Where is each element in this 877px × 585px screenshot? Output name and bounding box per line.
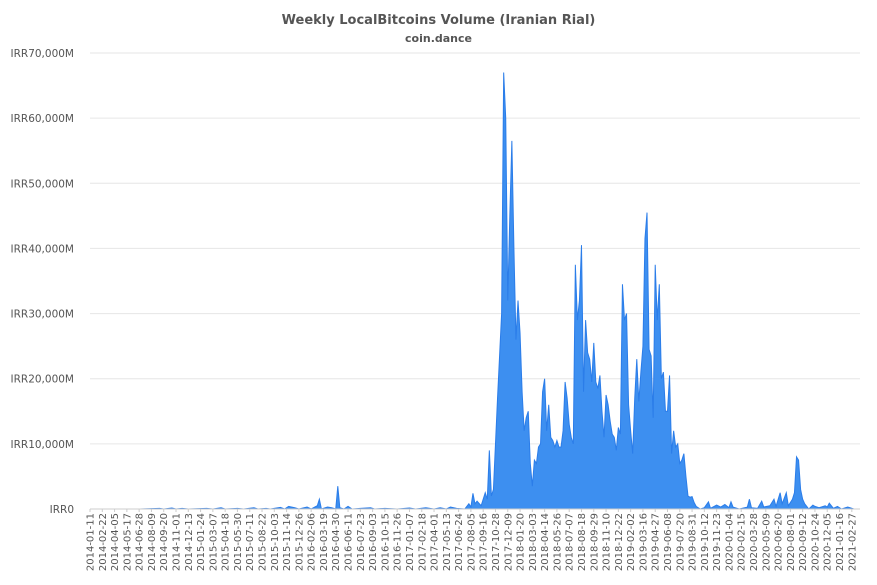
- x-tick-label: 2015-07-11: [245, 513, 256, 571]
- x-tick-label: 2018-03-03: [528, 513, 539, 571]
- y-tick-label: IRR70,000M: [11, 48, 75, 60]
- x-tick-label: 2015-08-22: [258, 513, 269, 571]
- x-tick-label: 2016-04-30: [331, 513, 342, 571]
- x-tick-label: 2015-10-03: [270, 513, 281, 571]
- x-tick-label: 2020-09-12: [798, 513, 809, 571]
- x-tick-label: 2018-07-07: [565, 513, 576, 571]
- x-tick-label: 2019-03-16: [638, 513, 649, 571]
- x-tick-label: 2018-05-26: [552, 513, 563, 571]
- x-tick-label: 2016-03-19: [319, 513, 330, 571]
- y-tick-label: IRR10,000M: [11, 439, 75, 451]
- x-tick-label: 2015-01-24: [196, 513, 207, 571]
- x-tick-label: 2016-02-06: [307, 513, 318, 571]
- x-tick-label: 2014-11-01: [172, 513, 183, 571]
- x-tick-label: 2020-06-20: [774, 513, 785, 571]
- x-tick-label: 2020-12-05: [823, 513, 834, 571]
- x-tick-label: 2014-09-20: [159, 513, 170, 571]
- x-tick-label: 2015-04-18: [221, 513, 232, 571]
- y-tick-label: IRR30,000M: [11, 309, 75, 321]
- x-tick-label: 2019-07-20: [675, 513, 686, 571]
- x-tick-label: 2014-06-28: [135, 513, 146, 571]
- x-tick-label: 2017-04-01: [430, 513, 441, 571]
- x-tick-label: 2021-01-16: [835, 513, 846, 571]
- x-tick-label: 2020-01-04: [724, 513, 735, 571]
- y-tick-label: IRR0: [50, 504, 74, 516]
- x-tick-label: 2019-10-12: [700, 513, 711, 571]
- x-tick-label: 2018-01-20: [516, 513, 527, 571]
- x-tick-label: 2020-05-09: [761, 513, 772, 571]
- x-tick-label: 2016-11-26: [393, 513, 404, 571]
- x-tick-label: 2017-08-05: [466, 513, 477, 571]
- x-tick-label: 2017-05-13: [442, 513, 453, 571]
- x-tick-label: 2018-09-29: [589, 513, 600, 571]
- x-tick-label: 2016-07-23: [356, 513, 367, 571]
- x-tick-label: 2017-09-16: [479, 513, 490, 571]
- x-tick-label: 2016-06-11: [344, 513, 355, 571]
- chart-subtitle: coin.dance: [405, 32, 472, 45]
- y-tick-label: IRR20,000M: [11, 374, 75, 386]
- x-tick-label: 2020-03-28: [749, 513, 760, 571]
- x-tick-label: 2019-11-23: [712, 513, 723, 571]
- x-tick-label: 2020-02-15: [737, 513, 748, 571]
- x-tick-label: 2014-05-17: [122, 513, 133, 571]
- chart-title: Weekly LocalBitcoins Volume (Iranian Ria…: [281, 13, 596, 28]
- y-tick-label: IRR40,000M: [11, 243, 75, 255]
- x-tick-label: 2018-04-14: [540, 513, 551, 571]
- x-tick-label: 2015-03-07: [208, 513, 219, 571]
- x-tick-label: 2014-08-09: [147, 513, 158, 571]
- x-tick-label: 2019-02-02: [626, 513, 637, 571]
- x-tick-label: 2014-01-11: [86, 513, 97, 571]
- x-tick-label: 2017-10-28: [491, 513, 502, 571]
- x-tick-label: 2018-08-18: [577, 513, 588, 571]
- x-tick-label: 2021-02-27: [847, 513, 858, 571]
- x-tick-label: 2019-04-27: [651, 513, 662, 571]
- series-line: [90, 72, 860, 510]
- x-tick-label: 2019-08-31: [688, 513, 699, 571]
- x-tick-label: 2018-12-22: [614, 513, 625, 571]
- x-tick-label: 2017-12-09: [503, 513, 514, 571]
- x-tick-label: 2014-04-05: [110, 513, 121, 571]
- y-tick-label: IRR50,000M: [11, 178, 75, 190]
- x-tick-label: 2016-09-03: [368, 513, 379, 571]
- x-tick-label: 2019-06-08: [663, 513, 674, 571]
- x-tick-label: 2018-11-10: [602, 513, 613, 571]
- x-tick-label: 2016-10-15: [380, 513, 391, 571]
- x-tick-label: 2020-10-24: [810, 513, 821, 571]
- x-tick-label: 2015-12-26: [294, 513, 305, 571]
- x-tick-label: 2017-06-24: [454, 513, 465, 571]
- x-tick-label: 2017-01-07: [405, 513, 416, 571]
- x-tick-label: 2015-11-14: [282, 513, 293, 571]
- x-tick-label: 2014-12-13: [184, 513, 195, 571]
- x-tick-label: 2015-05-30: [233, 513, 244, 571]
- x-tick-label: 2020-08-01: [786, 513, 797, 571]
- x-tick-label: 2014-02-22: [98, 513, 109, 571]
- x-tick-label: 2017-02-18: [417, 513, 428, 571]
- y-tick-label: IRR60,000M: [11, 113, 75, 125]
